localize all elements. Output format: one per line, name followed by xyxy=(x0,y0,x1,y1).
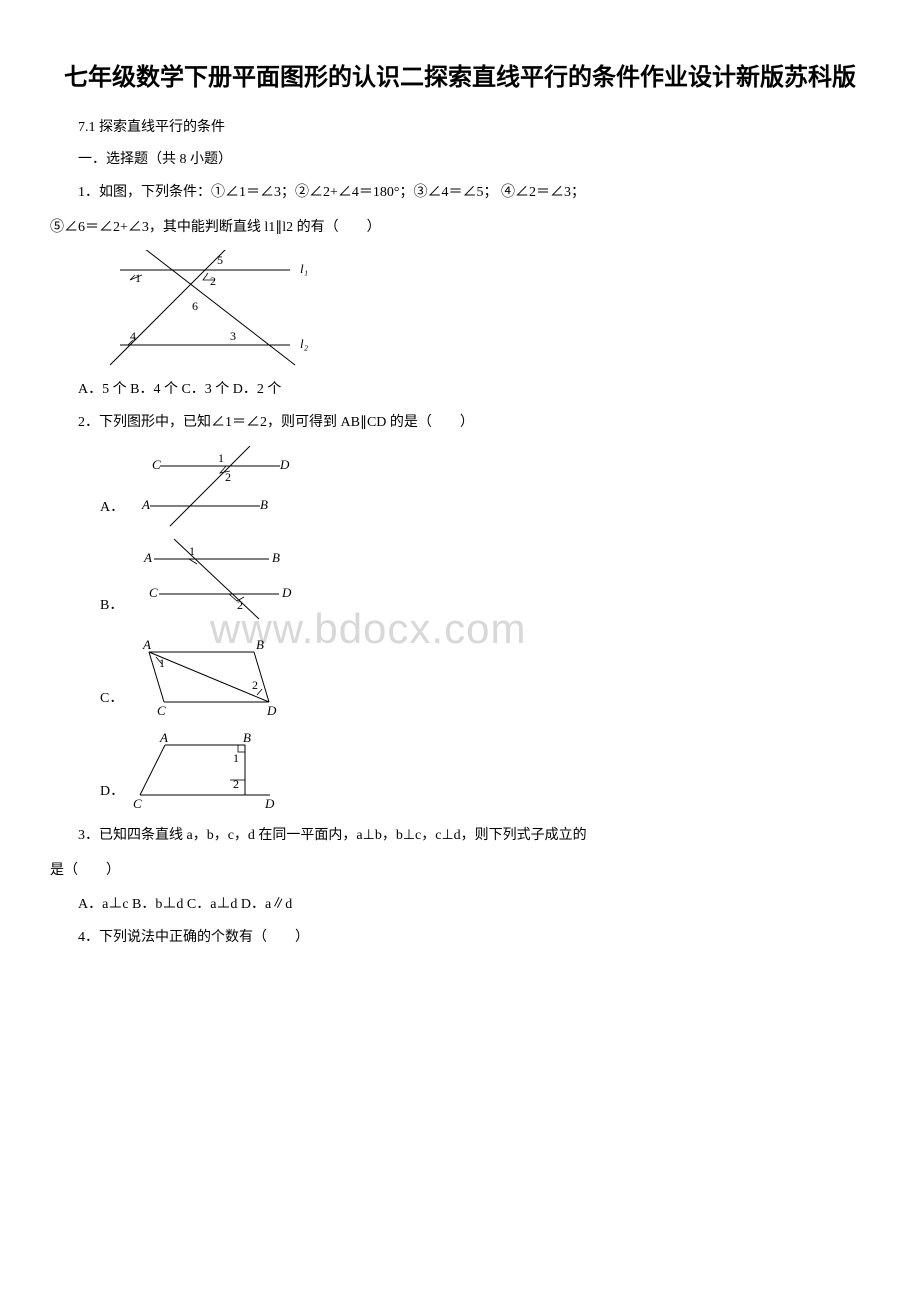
opta-C: C xyxy=(152,457,161,472)
angle-3: 3 xyxy=(230,329,236,343)
optc-2: 2 xyxy=(252,678,258,692)
optb-1: 1 xyxy=(189,544,195,558)
optd-C: C xyxy=(133,796,142,811)
question-3-line2: 是（ ） xyxy=(50,858,870,883)
question-1-figure: l₁ l₂ 1 2 5 6 4 3 xyxy=(100,250,870,370)
optc-B: B xyxy=(256,637,264,652)
label-l2: l₂ xyxy=(300,336,309,351)
optb-D: D xyxy=(281,585,292,600)
optb-A: A xyxy=(143,550,152,565)
question-1-answers: A．5 个 B．4 个 C．3 个 D．2 个 xyxy=(50,378,870,398)
question-4-text: 4．下列说法中正确的个数有（ ） xyxy=(50,925,870,950)
optb-B: B xyxy=(272,550,280,565)
optd-1: 1 xyxy=(233,751,239,765)
optc-C: C xyxy=(157,703,166,718)
label-l1: l₁ xyxy=(300,261,308,276)
angle-4: 4 xyxy=(130,329,136,343)
optd-A: A xyxy=(159,730,168,745)
angle-5: 5 xyxy=(217,253,223,267)
question-2-text: 2．下列图形中，已知∠1＝∠2，则可得到 AB∥CD 的是（ ） xyxy=(50,410,870,435)
optd-2: 2 xyxy=(233,777,239,791)
option-a-label: A． xyxy=(100,496,124,531)
angle-2: 2 xyxy=(210,274,216,288)
optc-A: A xyxy=(142,637,151,652)
optd-D: D xyxy=(264,796,275,811)
section-subtitle: 7.1 探索直线平行的条件 xyxy=(50,116,870,136)
option-b-label: B． xyxy=(100,594,123,629)
question-3-line1: 3．已知四条直线 a，b，c，d 在同一平面内，a⊥b，b⊥c，c⊥d，则下列式… xyxy=(50,823,870,848)
angle-6: 6 xyxy=(192,299,198,313)
angle-1: 1 xyxy=(135,271,141,285)
question-1-line1: 1．如图，下列条件：①∠1＝∠3；②∠2+∠4＝180°；③∠4＝∠5； ④∠2… xyxy=(50,180,870,205)
opta-A: A xyxy=(141,497,150,512)
option-c-row: C． A B C D 1 2 xyxy=(100,637,870,722)
section-heading: 一．选择题（共 8 小题） xyxy=(50,148,870,168)
optc-D: D xyxy=(266,703,277,718)
option-d-row: D． A B C D 1 2 xyxy=(100,730,870,815)
option-b-row: B． A B C D 1 2 xyxy=(100,539,870,629)
option-c-label: C． xyxy=(100,687,123,722)
question-3-answers: A．a⊥c B．b⊥d C．a⊥d D．a∥d xyxy=(50,893,870,913)
option-a-row: A． C D A B 1 2 xyxy=(100,446,870,531)
opta-B: B xyxy=(260,497,268,512)
question-1-line2: ⑤∠6＝∠2+∠3，其中能判断直线 l1∥l2 的有（ ） xyxy=(50,215,870,240)
opta-1: 1 xyxy=(218,451,224,465)
document-title: 七年级数学下册平面图形的认识二探索直线平行的条件作业设计新版苏科版 xyxy=(50,60,870,96)
option-d-label: D． xyxy=(100,780,124,815)
optb-C: C xyxy=(149,585,158,600)
opta-D: D xyxy=(279,457,290,472)
optc-1: 1 xyxy=(159,656,165,670)
optd-B: B xyxy=(243,730,251,745)
